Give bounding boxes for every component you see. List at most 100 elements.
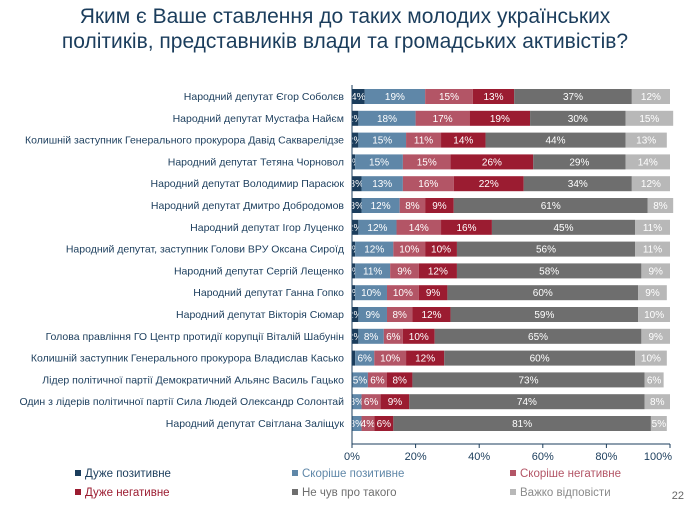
data-label: 58% (539, 266, 559, 277)
data-label: 6% (364, 397, 379, 408)
bar-segment (352, 176, 362, 192)
bar-segment (469, 110, 531, 126)
data-label: 81% (512, 419, 532, 430)
bar-segment (358, 307, 387, 322)
bar-segment (415, 110, 470, 126)
data-label: 1% (346, 157, 361, 168)
bar-segment (374, 350, 407, 366)
bar-segment (355, 263, 391, 279)
data-label: 59% (534, 310, 554, 321)
legend: Дуже позитивне Скоріше позитивне Скоріше н… (75, 468, 621, 499)
data-label: 9% (648, 332, 663, 343)
bar-segment (472, 89, 515, 104)
category-label: Народний депутат Сергій Лещенко (174, 265, 344, 277)
data-label: 5% (353, 375, 368, 386)
bar-segment (625, 110, 674, 126)
data-label: 2% (348, 310, 363, 321)
data-label: 10% (361, 288, 381, 299)
category-label: Народний депутат Дмитро Добродомов (151, 200, 345, 212)
bar-segment (641, 263, 670, 279)
data-label: 14% (453, 136, 473, 147)
bars-layer: 4% 19% 15% 13% 37% 12%2% 18% 17% 19% 30% 15%2% 15% 1… (346, 89, 674, 431)
data-label: 10% (644, 310, 664, 321)
data-label: 12% (415, 354, 435, 365)
bar-segment (638, 285, 667, 301)
bar-segment (530, 110, 626, 126)
legend-label: Дуже негативне (85, 487, 170, 499)
data-label: 4% (351, 92, 366, 103)
bar-segment (393, 416, 651, 431)
bar-segment (456, 263, 642, 279)
category-label: Колишній заступник Генерального прокурор… (31, 353, 344, 365)
bar-segment (393, 241, 426, 257)
data-label: 1% (346, 266, 361, 277)
data-label: 13% (636, 136, 656, 147)
category-labels: Народний депутат Єгор Соболєв Народний де… (19, 91, 344, 430)
bar-segment (352, 154, 356, 170)
data-label: 73% (518, 375, 538, 386)
data-label: 6% (370, 375, 385, 386)
bar-segment (638, 307, 670, 322)
category-label: Народний депутат Світлана Заліщук (166, 418, 345, 430)
data-label: 6% (647, 375, 662, 386)
data-label: 12% (367, 223, 387, 234)
data-label: 9% (388, 397, 403, 408)
data-label: 1% (346, 288, 361, 299)
bar-segment (625, 154, 670, 170)
legend-label: Скоріше позитивне (302, 468, 404, 480)
category-label: Народний депутат Єгор Соболєв (184, 91, 345, 103)
data-label: 1% (346, 245, 361, 256)
bar-segment (352, 198, 362, 213)
data-label: 17% (433, 114, 453, 125)
data-label: 61% (541, 201, 561, 212)
bar-segment (386, 372, 413, 388)
data-label: 15% (369, 157, 389, 168)
x-tick-label: 80% (595, 451, 617, 463)
x-tick-label: 60% (532, 451, 554, 463)
data-label: 19% (385, 92, 405, 103)
bar-segment (355, 285, 387, 301)
data-label: 26% (482, 157, 502, 168)
bar-segment (358, 328, 384, 344)
bar-segment (533, 154, 626, 170)
bar-segment (523, 176, 632, 192)
data-label: 3% (350, 397, 365, 408)
category-label: Народний депутат, заступник Голови ВРУ О… (66, 244, 344, 256)
chart-title-line-1: Яким є Ваше ставлення до таких молодих у… (79, 5, 611, 28)
data-label: 65% (528, 332, 548, 343)
bar-segment (456, 241, 636, 257)
bar-segment (635, 241, 670, 257)
data-label: 3% (350, 179, 365, 190)
chart-title: Яким є Ваше ставлення до таких молодих у… (0, 4, 690, 54)
bar-segment (635, 219, 670, 235)
bar-segment (650, 416, 667, 431)
data-label: 8% (392, 310, 407, 321)
bar-segment (450, 154, 534, 170)
bar-segment (450, 307, 639, 322)
legend-label: Скоріше негативне (520, 468, 621, 480)
bar-segment (390, 263, 419, 279)
data-label: 74% (517, 397, 537, 408)
bar-segment (425, 198, 454, 213)
bar-segment (631, 176, 670, 192)
bar-segment (514, 89, 632, 104)
data-label: 37% (563, 92, 583, 103)
data-label: 18% (377, 114, 397, 125)
data-label: 15% (417, 157, 437, 168)
legend-swatch (510, 489, 516, 495)
data-label: 14% (638, 157, 658, 168)
data-label: 16% (418, 179, 438, 190)
legend-swatch (75, 489, 81, 495)
data-label: 60% (533, 288, 553, 299)
data-label: 11% (363, 266, 382, 277)
bar-segment (358, 132, 407, 148)
data-label: 10% (409, 332, 429, 343)
bar-segment (358, 219, 397, 235)
data-label: 10% (641, 354, 661, 365)
bar-segment (425, 89, 473, 104)
data-label: 12% (641, 179, 661, 190)
bar-segment (361, 394, 381, 410)
data-label: 9% (426, 288, 441, 299)
bar-segment (380, 394, 410, 410)
data-label: 13% (484, 92, 504, 103)
